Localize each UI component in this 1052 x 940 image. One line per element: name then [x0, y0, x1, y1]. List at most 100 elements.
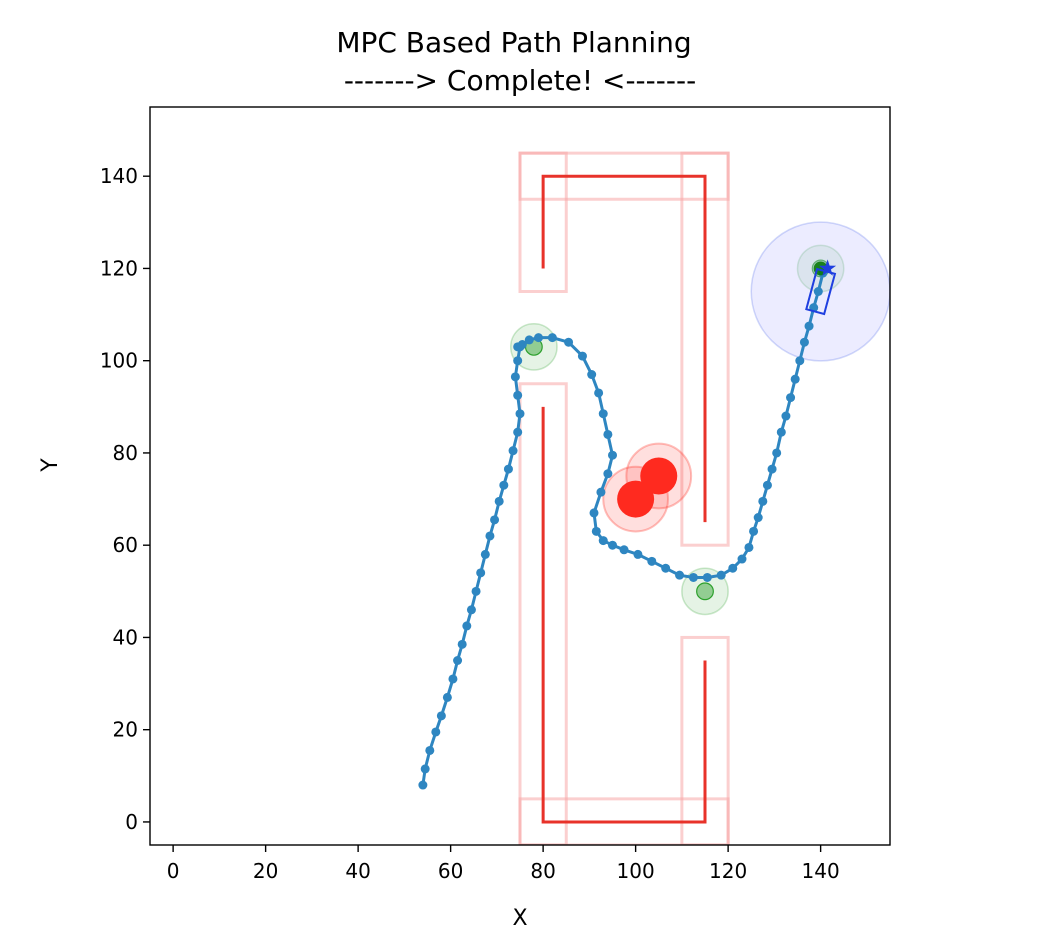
trajectory-point	[737, 554, 747, 564]
trajectory-point	[603, 429, 613, 439]
x-tick-label: 60	[438, 859, 463, 883]
trajectory-point	[728, 563, 738, 573]
trajectory-point	[596, 487, 606, 497]
trajectory-point	[702, 572, 712, 582]
trajectory-point	[508, 446, 518, 456]
trajectory-point	[716, 570, 726, 580]
chart-subtitle: -------> Complete! <-------	[344, 64, 696, 97]
y-tick-label: 20	[113, 718, 138, 742]
trajectory-point	[749, 526, 759, 536]
trajectory-point	[466, 605, 476, 615]
trajectory-point	[799, 337, 809, 347]
x-tick-label: 140	[802, 859, 840, 883]
plot-frame	[149, 106, 891, 846]
trajectory-point	[781, 411, 791, 421]
goal-star-marker	[819, 259, 837, 276]
trajectory-point	[591, 526, 601, 536]
trajectory-point	[425, 745, 435, 755]
trajectory-point	[534, 333, 543, 343]
trajectory-point	[767, 464, 777, 474]
trajectory-point	[608, 450, 617, 460]
y-tick-label: 80	[113, 441, 138, 465]
trajectory-point	[513, 390, 523, 400]
trajectory-point	[744, 542, 754, 552]
trajectory-point	[510, 372, 520, 382]
y-tick-label: 100	[100, 349, 138, 373]
waypoint-marker	[696, 582, 714, 601]
trajectory-point	[480, 549, 490, 559]
trajectory-point	[776, 427, 786, 437]
trajectory-point	[471, 586, 481, 596]
y-tick-label: 140	[100, 164, 138, 188]
trajectory-point	[594, 388, 604, 398]
trajectory-point	[688, 572, 698, 582]
trajectory-point	[598, 536, 608, 546]
x-tick-label: 40	[345, 859, 370, 883]
wall-margin	[680, 635, 730, 845]
trajectory-point	[418, 780, 428, 790]
trajectory-point	[515, 409, 525, 419]
x-tick-label: 80	[530, 859, 555, 883]
obstacle-marker	[640, 457, 678, 495]
trajectory-point	[762, 480, 772, 490]
trajectory-point	[547, 333, 557, 343]
y-axis-label: Y	[38, 458, 63, 473]
trajectory-point	[633, 549, 643, 559]
trajectory-point	[517, 340, 527, 350]
trajectory-point	[813, 287, 823, 296]
trajectory-point	[795, 356, 805, 366]
trajectory-point	[453, 656, 463, 665]
trajectory-point	[513, 356, 523, 366]
trajectory-point	[675, 570, 685, 580]
y-tick-label: 120	[100, 256, 138, 280]
axis-ticks: 0 20 40 60 80 100 120 140 0 20 40 60 80 100 120 140	[100, 164, 840, 883]
trajectory-point	[608, 540, 617, 550]
trajectory-point	[564, 337, 574, 347]
wall-margin	[518, 382, 568, 845]
trajectory-point	[476, 568, 486, 578]
trajectory-point	[457, 639, 467, 649]
trajectory-point	[619, 545, 629, 555]
waypoint-zone	[510, 322, 558, 371]
y-tick-label: 0	[125, 810, 138, 834]
trajectory-point	[513, 427, 523, 437]
trajectory-point	[772, 448, 782, 458]
x-tick-label: 0	[167, 859, 180, 883]
x-tick-label: 100	[617, 859, 655, 883]
trajectory-point	[786, 393, 796, 403]
y-tick-label: 40	[113, 625, 138, 649]
wall-margin	[518, 151, 730, 201]
plot-area	[418, 151, 890, 845]
trajectory-point	[758, 496, 768, 506]
trajectory-point	[485, 531, 495, 541]
trajectory-point	[431, 727, 441, 737]
trajectory-point	[598, 409, 608, 419]
trajectory-point	[577, 351, 587, 361]
x-axis-label: X	[512, 906, 527, 931]
trajectory-point	[462, 621, 472, 631]
trajectory-point	[436, 711, 446, 721]
trajectory-point	[603, 469, 613, 479]
trajectory-point	[494, 496, 504, 506]
y-tick-label: 60	[113, 533, 138, 557]
chart-title: MPC Based Path Planning	[336, 26, 691, 59]
trajectory-point	[589, 508, 599, 518]
trajectory-point	[503, 464, 513, 474]
trajectory-point	[753, 513, 763, 523]
x-tick-label: 120	[709, 859, 747, 883]
trajectory-point	[587, 370, 597, 380]
wall-line	[541, 406, 707, 824]
wall-margin	[518, 797, 730, 845]
obstacle-marker	[617, 480, 655, 518]
trajectory-point	[448, 674, 458, 684]
trajectory-point	[804, 321, 814, 331]
trajectory-point	[661, 563, 671, 573]
trajectory-point	[490, 515, 500, 525]
trajectory-point	[647, 556, 657, 566]
trajectory-point	[420, 764, 430, 774]
trajectory-point	[499, 480, 509, 490]
x-tick-label: 20	[253, 859, 278, 883]
trajectory-point	[790, 374, 800, 384]
trajectory-point	[524, 335, 534, 345]
